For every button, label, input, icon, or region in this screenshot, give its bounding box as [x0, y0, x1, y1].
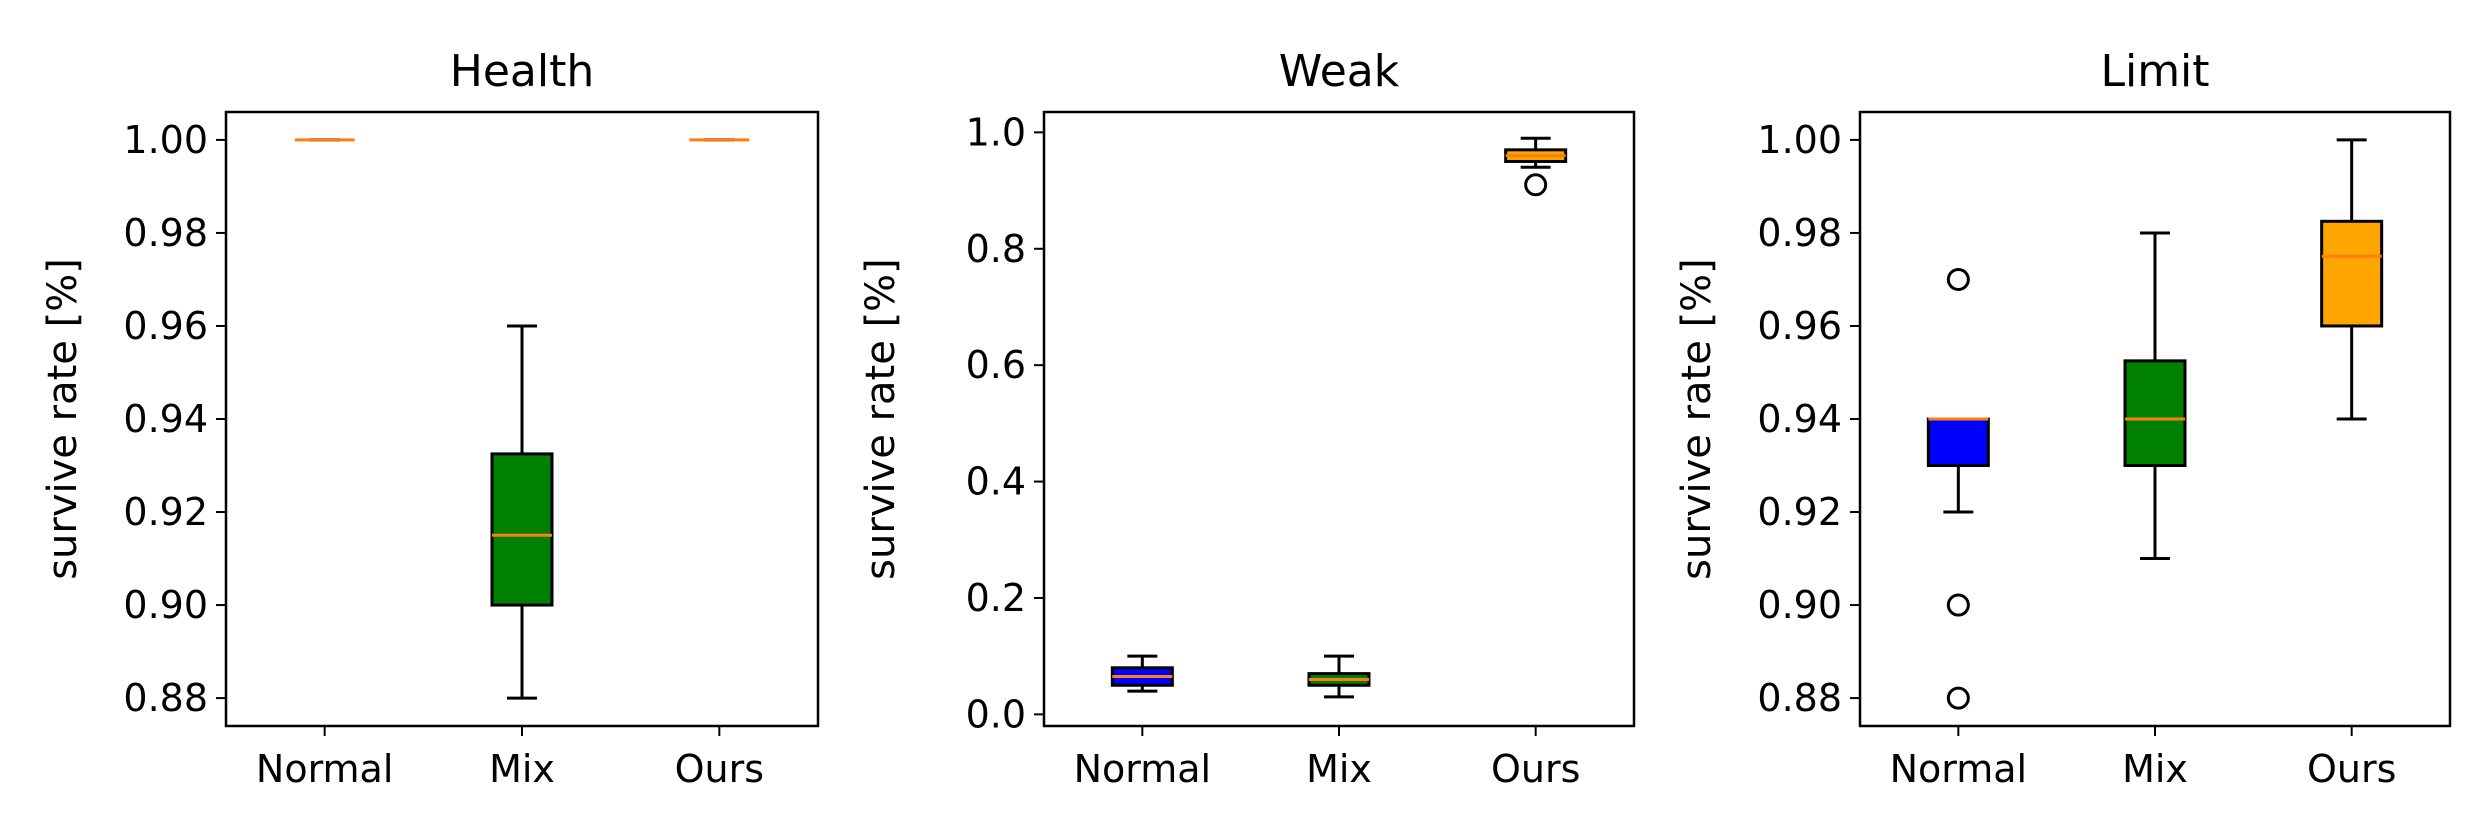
y-tick-label: 0.88 [123, 676, 208, 720]
box-body [2123, 359, 2187, 468]
y-tick-label: 0.92 [123, 490, 208, 534]
y-tick-label: 0.96 [1757, 304, 1842, 348]
y-tick-label: 0.92 [1757, 490, 1842, 534]
y-axis-label: survive rate [%] [40, 258, 86, 580]
x-tick-label: Ours [2307, 747, 2396, 791]
box-body [2320, 219, 2384, 328]
x-tick-label: Ours [675, 747, 764, 791]
x-tick-label: Mix [2122, 747, 2188, 791]
x-tick-label: Normal [1074, 747, 1212, 791]
y-axis-label: survive rate [%] [1674, 258, 1720, 580]
outlier-point [1524, 173, 1548, 197]
y-tick-label: 0.6 [966, 343, 1026, 387]
y-tick-label: 0.2 [966, 576, 1026, 620]
box-mix [490, 324, 554, 700]
outlier-point [1946, 267, 1970, 291]
box-ours [1504, 136, 1568, 197]
y-tick-label: 0.94 [123, 397, 208, 441]
y-tick-label: 0.98 [1757, 211, 1842, 255]
axes-frame [1858, 110, 2452, 728]
subplot-weak: Weak survive rate [%] 0.0 0.2 0.4 0.6 0.8 1.0… [858, 46, 1636, 791]
subplot-title: Weak [1279, 46, 1400, 97]
y-tick-label: 1.00 [123, 118, 208, 162]
subplot-title: Health [450, 46, 594, 97]
axes-frame [1042, 110, 1636, 728]
box-mix [1307, 654, 1371, 699]
subplot-health: Health survive rate [%] 0.88 0.90 0.92 0.94… [40, 46, 820, 791]
box-mix [2123, 231, 2187, 561]
outlier-point [1946, 686, 1970, 710]
y-tick-label: 0.8 [966, 227, 1026, 271]
x-tick-label: Mix [1306, 747, 1372, 791]
y-tick-label: 0.94 [1757, 397, 1842, 441]
y-tick-label: 0.0 [966, 692, 1026, 736]
x-tick-label: Ours [1491, 747, 1580, 791]
y-tick-label: 1.0 [966, 110, 1026, 154]
subplot-limit: Limit survive rate [%] 0.88 0.90 0.92 0.94 0… [1674, 46, 2452, 791]
box-normal [1926, 267, 1990, 710]
subplot-title: Limit [2100, 46, 2209, 97]
y-tick-label: 1.00 [1757, 118, 1842, 162]
x-tick-label: Mix [489, 747, 555, 791]
box-body [490, 452, 554, 607]
y-tick-label: 0.90 [123, 583, 208, 627]
x-tick-label: Normal [256, 747, 394, 791]
x-tick-label: Normal [1890, 747, 2028, 791]
y-tick-label: 0.96 [123, 304, 208, 348]
box-normal [1110, 654, 1174, 693]
y-tick-label: 0.98 [123, 211, 208, 255]
y-tick-label: 0.4 [966, 460, 1026, 504]
axes-frame [224, 110, 820, 728]
box-ours [2320, 138, 2384, 421]
y-tick-label: 0.90 [1757, 583, 1842, 627]
y-axis-label: survive rate [%] [858, 258, 904, 580]
outlier-point [1946, 593, 1970, 617]
box-body [1926, 417, 1990, 468]
y-tick-label: 0.88 [1757, 676, 1842, 720]
